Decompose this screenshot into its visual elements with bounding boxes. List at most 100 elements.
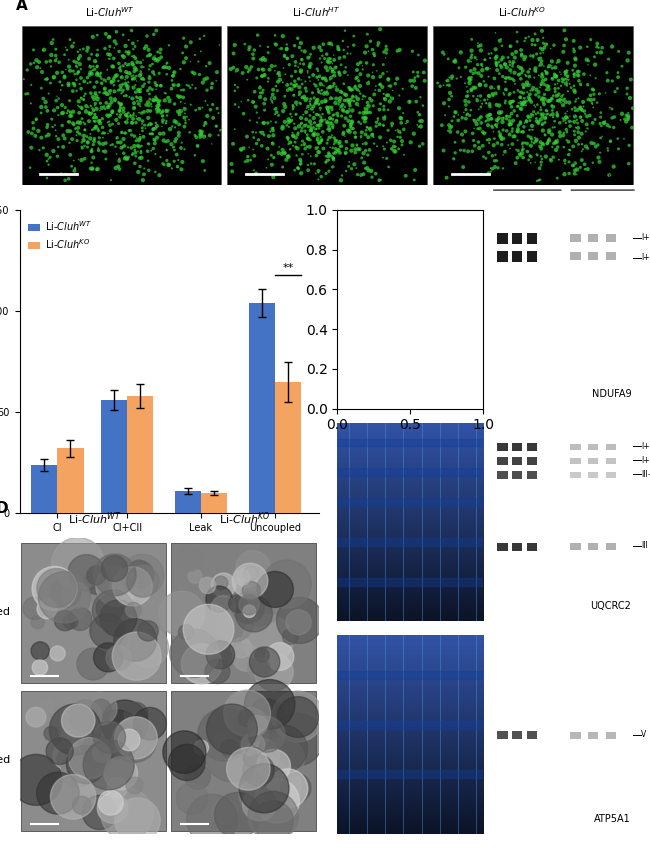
Point bbox=[474, 77, 485, 91]
Point bbox=[303, 100, 313, 113]
Point bbox=[354, 74, 364, 88]
Point bbox=[115, 102, 125, 116]
Point bbox=[43, 152, 53, 166]
Circle shape bbox=[214, 576, 228, 590]
Point bbox=[437, 118, 447, 132]
Point bbox=[291, 130, 301, 144]
Point bbox=[306, 121, 317, 134]
Circle shape bbox=[229, 595, 247, 613]
Point bbox=[47, 120, 58, 134]
Point bbox=[409, 127, 419, 140]
Point bbox=[622, 82, 632, 95]
Point bbox=[479, 127, 489, 140]
Point bbox=[129, 100, 140, 114]
Circle shape bbox=[68, 555, 105, 591]
Point bbox=[332, 134, 342, 147]
Point bbox=[285, 135, 296, 149]
Point bbox=[343, 105, 353, 118]
Point bbox=[159, 158, 170, 172]
Point bbox=[280, 100, 291, 114]
Point bbox=[129, 140, 140, 153]
Point bbox=[573, 68, 583, 82]
Point bbox=[70, 67, 80, 81]
Point bbox=[474, 122, 485, 135]
Point bbox=[294, 85, 305, 99]
Point bbox=[313, 84, 324, 98]
Point bbox=[85, 107, 96, 121]
Point bbox=[536, 58, 546, 71]
Point bbox=[76, 153, 86, 167]
Point bbox=[554, 74, 564, 88]
Point bbox=[484, 70, 494, 83]
Point bbox=[75, 43, 85, 56]
Point bbox=[564, 143, 574, 157]
Point bbox=[587, 96, 597, 110]
Point bbox=[337, 86, 347, 100]
Point bbox=[283, 150, 294, 163]
Point bbox=[525, 93, 535, 106]
Point bbox=[330, 60, 341, 74]
Point bbox=[312, 134, 322, 147]
Point bbox=[280, 49, 290, 62]
Point bbox=[79, 133, 89, 146]
Point bbox=[200, 94, 211, 108]
Bar bbox=[337, 538, 484, 545]
Point bbox=[346, 144, 357, 157]
Point bbox=[588, 83, 599, 97]
Point bbox=[246, 60, 257, 74]
Point bbox=[547, 92, 557, 106]
Point bbox=[170, 114, 180, 128]
Point bbox=[573, 69, 584, 83]
Point bbox=[469, 62, 480, 76]
Bar bbox=[337, 266, 484, 273]
Point bbox=[343, 40, 353, 54]
Point bbox=[405, 74, 415, 88]
Point bbox=[104, 52, 114, 66]
Point bbox=[539, 60, 549, 73]
Point bbox=[452, 71, 462, 85]
Point bbox=[153, 52, 164, 66]
Point bbox=[541, 37, 551, 51]
Point bbox=[52, 66, 62, 80]
Point bbox=[327, 38, 337, 52]
Point bbox=[521, 115, 532, 129]
Point bbox=[46, 60, 56, 73]
Point bbox=[89, 122, 99, 135]
Circle shape bbox=[248, 717, 285, 752]
Point bbox=[503, 139, 514, 152]
Point bbox=[523, 90, 534, 104]
Point bbox=[583, 54, 593, 67]
Point bbox=[30, 129, 40, 143]
Point bbox=[617, 107, 627, 121]
Point bbox=[356, 131, 366, 145]
Point bbox=[96, 70, 106, 83]
Point bbox=[282, 52, 293, 66]
Text: I+III+IV: I+III+IV bbox=[642, 442, 650, 451]
Point bbox=[138, 79, 148, 93]
Point bbox=[481, 151, 491, 165]
Point bbox=[309, 157, 320, 171]
Point bbox=[170, 134, 180, 148]
Point bbox=[525, 110, 536, 123]
Point bbox=[227, 137, 238, 151]
Point bbox=[545, 42, 556, 55]
Point bbox=[101, 136, 111, 150]
Point bbox=[88, 30, 98, 43]
Circle shape bbox=[50, 646, 65, 661]
Point bbox=[139, 118, 150, 132]
Point bbox=[129, 157, 140, 170]
Point bbox=[322, 81, 333, 94]
Point bbox=[321, 167, 332, 180]
Point bbox=[480, 78, 491, 92]
Point bbox=[127, 72, 138, 86]
Point bbox=[133, 139, 143, 152]
Point bbox=[192, 140, 203, 153]
Point bbox=[525, 94, 535, 107]
Point bbox=[448, 152, 459, 166]
Point bbox=[109, 74, 119, 88]
Point bbox=[352, 138, 362, 151]
Point bbox=[538, 95, 549, 109]
Point bbox=[462, 89, 472, 103]
Point bbox=[525, 88, 535, 101]
Point bbox=[90, 114, 100, 128]
